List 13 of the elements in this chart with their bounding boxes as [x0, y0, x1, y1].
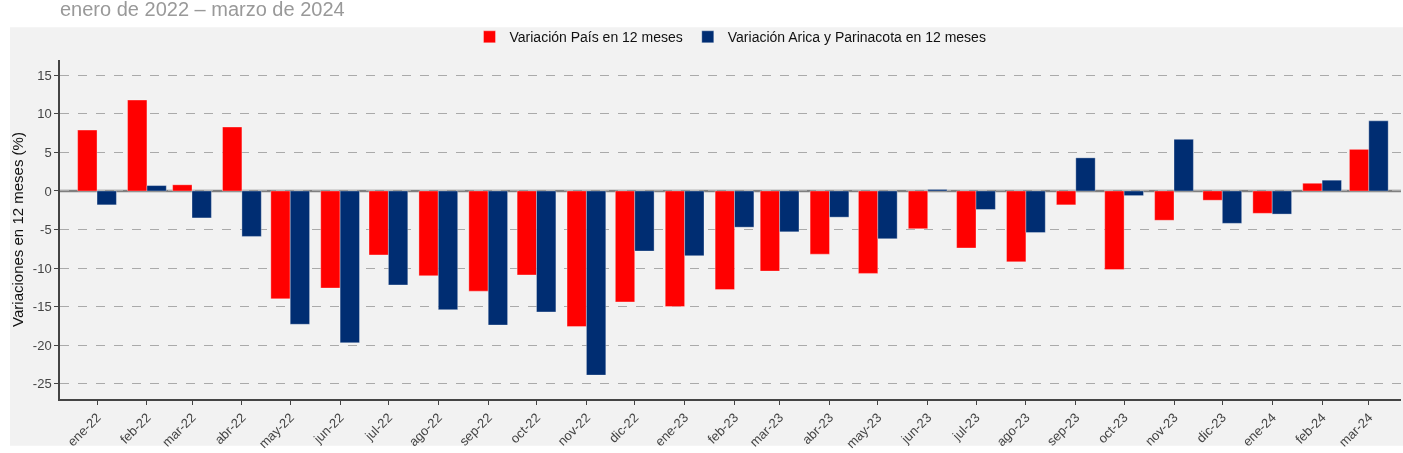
legend-label: Variación Arica y Parinacota en 12 meses [727, 29, 986, 46]
y-tick-label: -5 [40, 222, 52, 238]
y-axis-title: Variaciones en 12 meses (%) [8, 132, 26, 327]
y-tick-label: 10 [37, 106, 52, 122]
legend-label: Variación País en 12 meses [509, 29, 683, 46]
y-tick-label: 0 [44, 183, 52, 199]
y-tick-label: -20 [32, 337, 52, 353]
y-tick-label: -15 [32, 299, 52, 315]
y-tick-label: -10 [32, 260, 52, 276]
y-tick-label: 15 [37, 67, 52, 83]
y-tick-label: -25 [32, 376, 52, 392]
y-tick-label: 5 [44, 145, 52, 160]
chart-subtitle: enero de 2022 – marzo de 2024 [60, 0, 345, 21]
